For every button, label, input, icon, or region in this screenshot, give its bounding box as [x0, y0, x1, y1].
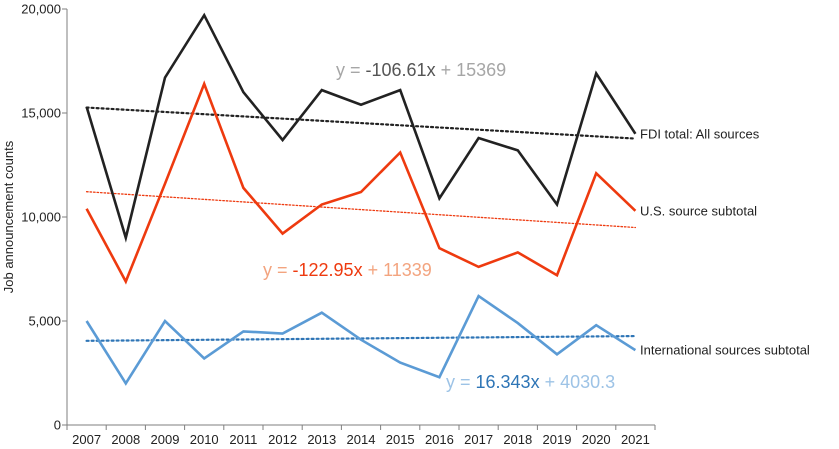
y-tick-label: 15,000 — [21, 106, 61, 121]
y-tick-label: 5,000 — [28, 314, 61, 329]
series-label: International sources subtotal — [640, 343, 810, 358]
trendline-equation: y = -122.95x + 11339 — [263, 260, 432, 280]
equation-slope: -122.95x — [293, 260, 363, 280]
equation-intercept: + 15369 — [436, 60, 507, 80]
series-lines — [85, 12, 637, 386]
x-tick-label: 2016 — [425, 432, 454, 447]
equation-prefix: y = — [446, 372, 476, 392]
x-tick-label: 2017 — [464, 432, 493, 447]
x-tick-label: 2019 — [543, 432, 572, 447]
x-tick-label: 2009 — [151, 432, 180, 447]
x-tick-label: 2010 — [190, 432, 219, 447]
equation-prefix: y = — [336, 60, 366, 80]
x-tick-label: 2008 — [111, 432, 140, 447]
axes: 0 5,000 10,000 15,000 20,000 2007 2008 2009 2010… — [1, 2, 656, 447]
labels: FDI total: All sources U.S. source subtot… — [263, 60, 810, 392]
y-tick-label: 10,000 — [21, 210, 61, 225]
y-tick-label: 20,000 — [21, 2, 61, 17]
series-line — [85, 80, 637, 285]
equation-intercept: + 11339 — [363, 260, 432, 280]
x-tick-label: 2007 — [72, 432, 101, 447]
x-tick-label: 2013 — [307, 432, 336, 447]
x-tick-label: 2011 — [229, 432, 257, 447]
trendline-equation: y = -106.61x + 15369 — [336, 60, 506, 80]
series-line — [85, 294, 637, 386]
x-tick-label: 2012 — [268, 432, 297, 447]
x-tick-label: 2021 — [621, 432, 650, 447]
trendline — [85, 106, 637, 140]
trendline-equation: y = 16.343x + 4030.3 — [446, 372, 615, 392]
y-tick-label: 0 — [54, 418, 61, 433]
x-tick-label: 2015 — [386, 432, 415, 447]
x-tick-label: 2018 — [503, 432, 532, 447]
series-label: FDI total: All sources — [640, 126, 760, 141]
x-tick-label: 2014 — [347, 432, 376, 447]
equation-slope: 16.343x — [476, 372, 540, 392]
y-axis-label: Job announcement counts — [1, 140, 16, 293]
equation-intercept: + 4030.3 — [540, 372, 616, 392]
equation-slope: -106.61x — [366, 60, 436, 80]
trendlines — [85, 106, 637, 342]
series-label: U.S. source subtotal — [640, 203, 757, 218]
trendline — [85, 191, 637, 229]
equation-prefix: y = — [263, 260, 293, 280]
x-tick-label: 2020 — [582, 432, 611, 447]
series-line — [85, 12, 637, 243]
